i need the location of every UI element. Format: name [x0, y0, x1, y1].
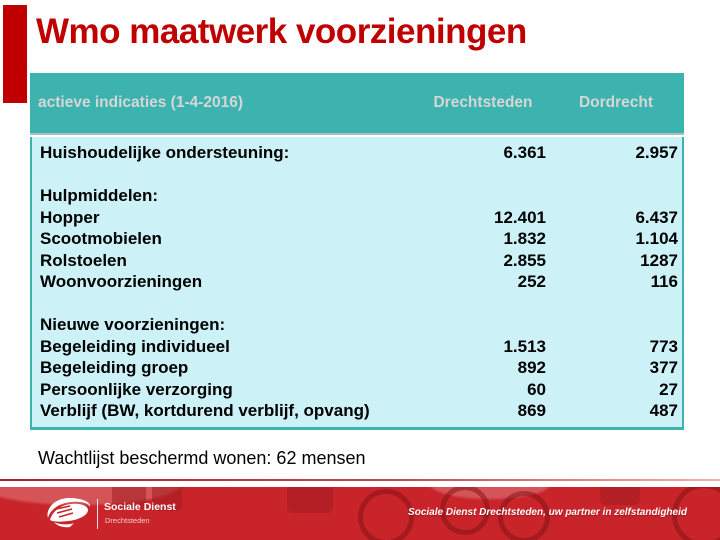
table-row	[32, 293, 682, 315]
footer-banner: Sociale Dienst Drechtsteden Sociale Dien…	[0, 487, 720, 540]
row-dordrecht-value	[550, 164, 682, 186]
row-label: Begeleiding individueel	[40, 336, 230, 356]
row-dordrecht-value: 773	[649, 336, 678, 356]
row-drechtsteden-value: 252	[517, 272, 546, 291]
waiting-list-note: Wachtlijst beschermd wonen: 62 mensen	[38, 448, 366, 468]
table-row: Huishoudelijke ondersteuning: 6.361 2.957	[32, 142, 682, 164]
photo-highlight-decoration	[430, 487, 550, 499]
table-row: Woonvoorzieningen 252 116	[32, 271, 682, 293]
row-drechtsteden-value: 892	[517, 358, 546, 377]
row-label: Begeleiding groep	[40, 358, 189, 377]
row-dordrecht-value: 2.957	[635, 143, 678, 162]
row-label: Nieuwe voorzieningen:	[40, 315, 226, 334]
row-dordrecht-value: 6.437	[635, 207, 678, 227]
table-row: Persoonlijke verzorging 60 27	[32, 379, 682, 401]
header-separator-line	[30, 133, 684, 135]
row-dordrecht-value: 27	[659, 379, 678, 399]
row-label	[32, 164, 420, 186]
row-drechtsteden-value: 1.832	[503, 229, 546, 248]
row-label	[32, 293, 420, 315]
table-row	[32, 164, 682, 186]
table-header-drechtsteden: Drechtsteden	[433, 94, 533, 111]
table-row: Nieuwe voorzieningen:	[32, 314, 682, 336]
row-drechtsteden-value: 1.513	[503, 336, 546, 356]
row-drechtsteden-value: 6.361	[503, 143, 546, 162]
row-dordrecht-value	[550, 293, 682, 315]
table-row: Scootmobielen 1.832 1.104	[32, 228, 682, 250]
photo-shoe-decoration	[600, 487, 640, 505]
row-dordrecht-value	[550, 314, 682, 336]
row-drechtsteden-value	[420, 164, 550, 186]
row-label: Hopper	[40, 207, 100, 227]
footer-top-line	[0, 479, 720, 481]
table-row: Rolstoelen 2.855 1287	[32, 250, 682, 272]
photo-wheel-decoration	[358, 489, 414, 540]
row-label: Woonvoorzieningen	[40, 272, 203, 291]
table-row: Hopper 12.401 6.437	[32, 207, 682, 229]
row-label: Huishoudelijke ondersteuning:	[40, 143, 290, 162]
row-drechtsteden-value: 2.855	[503, 250, 546, 270]
title-accent-bar	[3, 5, 27, 103]
row-dordrecht-value: 1.104	[635, 229, 678, 248]
header-separator-gap	[30, 135, 684, 137]
table-row: Begeleiding groep 892 377	[32, 357, 682, 379]
footer-logo-subtitle: Drechtsteden	[105, 516, 150, 525]
row-dordrecht-value: 487	[649, 401, 678, 420]
row-dordrecht-value: 116	[650, 272, 678, 291]
row-label: Scootmobielen	[40, 229, 162, 248]
photo-shoe-decoration	[287, 487, 333, 513]
row-label: Verblijf (BW, kortdurend verblijf, opvan…	[40, 401, 370, 420]
row-label: Persoonlijke verzorging	[40, 379, 233, 399]
logo-divider-line	[97, 499, 98, 529]
table-header-label: actieve indicaties (1-4-2016)	[38, 94, 244, 111]
table-row: Begeleiding individueel 1.513 773	[32, 336, 682, 358]
table-row: Verblijf (BW, kortdurend verblijf, opvan…	[32, 400, 682, 422]
footer-logo-title: Sociale Dienst	[104, 501, 176, 513]
table-header-dordrecht: Dordrecht	[578, 94, 654, 111]
sociale-dienst-logo-icon	[47, 498, 91, 528]
row-label: Hulpmiddelen:	[40, 186, 159, 205]
row-label: Rolstoelen	[40, 250, 127, 270]
row-drechtsteden-value	[420, 314, 550, 336]
page-title: Wmo maatwerk voorzieningen	[36, 12, 527, 51]
row-drechtsteden-value: 60	[527, 379, 546, 399]
row-drechtsteden-value	[420, 185, 550, 207]
row-drechtsteden-value: 12.401	[494, 207, 546, 227]
footer-tagline: Sociale Dienst Drechtsteden, uw partner …	[408, 507, 687, 518]
row-dordrecht-value: 1287	[640, 250, 678, 270]
table-row: Hulpmiddelen:	[32, 185, 682, 207]
indications-table: actieve indicaties (1-4-2016) Drechtsted…	[30, 73, 684, 430]
row-dordrecht-value: 377	[649, 358, 678, 377]
row-dordrecht-value	[550, 185, 682, 207]
row-drechtsteden-value: 869	[517, 401, 546, 420]
table-body: Huishoudelijke ondersteuning: 6.361 2.957 H…	[30, 137, 684, 430]
table-header-row: actieve indicaties (1-4-2016) Drechtsted…	[30, 73, 684, 133]
row-drechtsteden-value	[420, 293, 550, 315]
